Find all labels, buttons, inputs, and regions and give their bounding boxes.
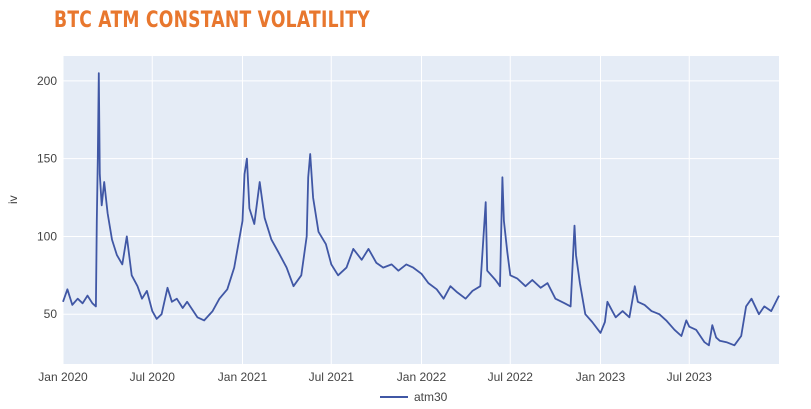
chart-title: BTC ATM CONSTANT VOLATILITY — [54, 8, 370, 33]
x-tick-label: Jul 2022 — [488, 370, 534, 384]
legend-label: atm30 — [414, 390, 448, 404]
series-layer — [62, 72, 780, 347]
x-tick-label: Jan 2021 — [218, 370, 268, 384]
x-tick-label: Jan 2022 — [397, 370, 447, 384]
x-ticks: Jan 2020 Jul 2020 Jan 2021 Jul 2021 Jan 2022… — [38, 370, 712, 384]
legend[interactable]: atm30 — [380, 390, 447, 404]
y-ticks: 50 100 150 200 — [37, 74, 57, 321]
y-tick-label: 50 — [44, 307, 58, 321]
x-tick-label: Jul 2023 — [667, 370, 713, 384]
x-tick-label: Jul 2020 — [130, 370, 176, 384]
x-tick-label: Jul 2021 — [309, 370, 355, 384]
x-tick-label: Jan 2023 — [576, 370, 626, 384]
series-line-atm30 — [62, 72, 780, 347]
y-tick-label: 100 — [37, 229, 57, 243]
y-tick-label: 150 — [37, 152, 57, 166]
y-tick-label: 200 — [37, 74, 57, 88]
legend-swatch — [380, 396, 408, 398]
x-tick-label: Jan 2020 — [38, 370, 88, 384]
